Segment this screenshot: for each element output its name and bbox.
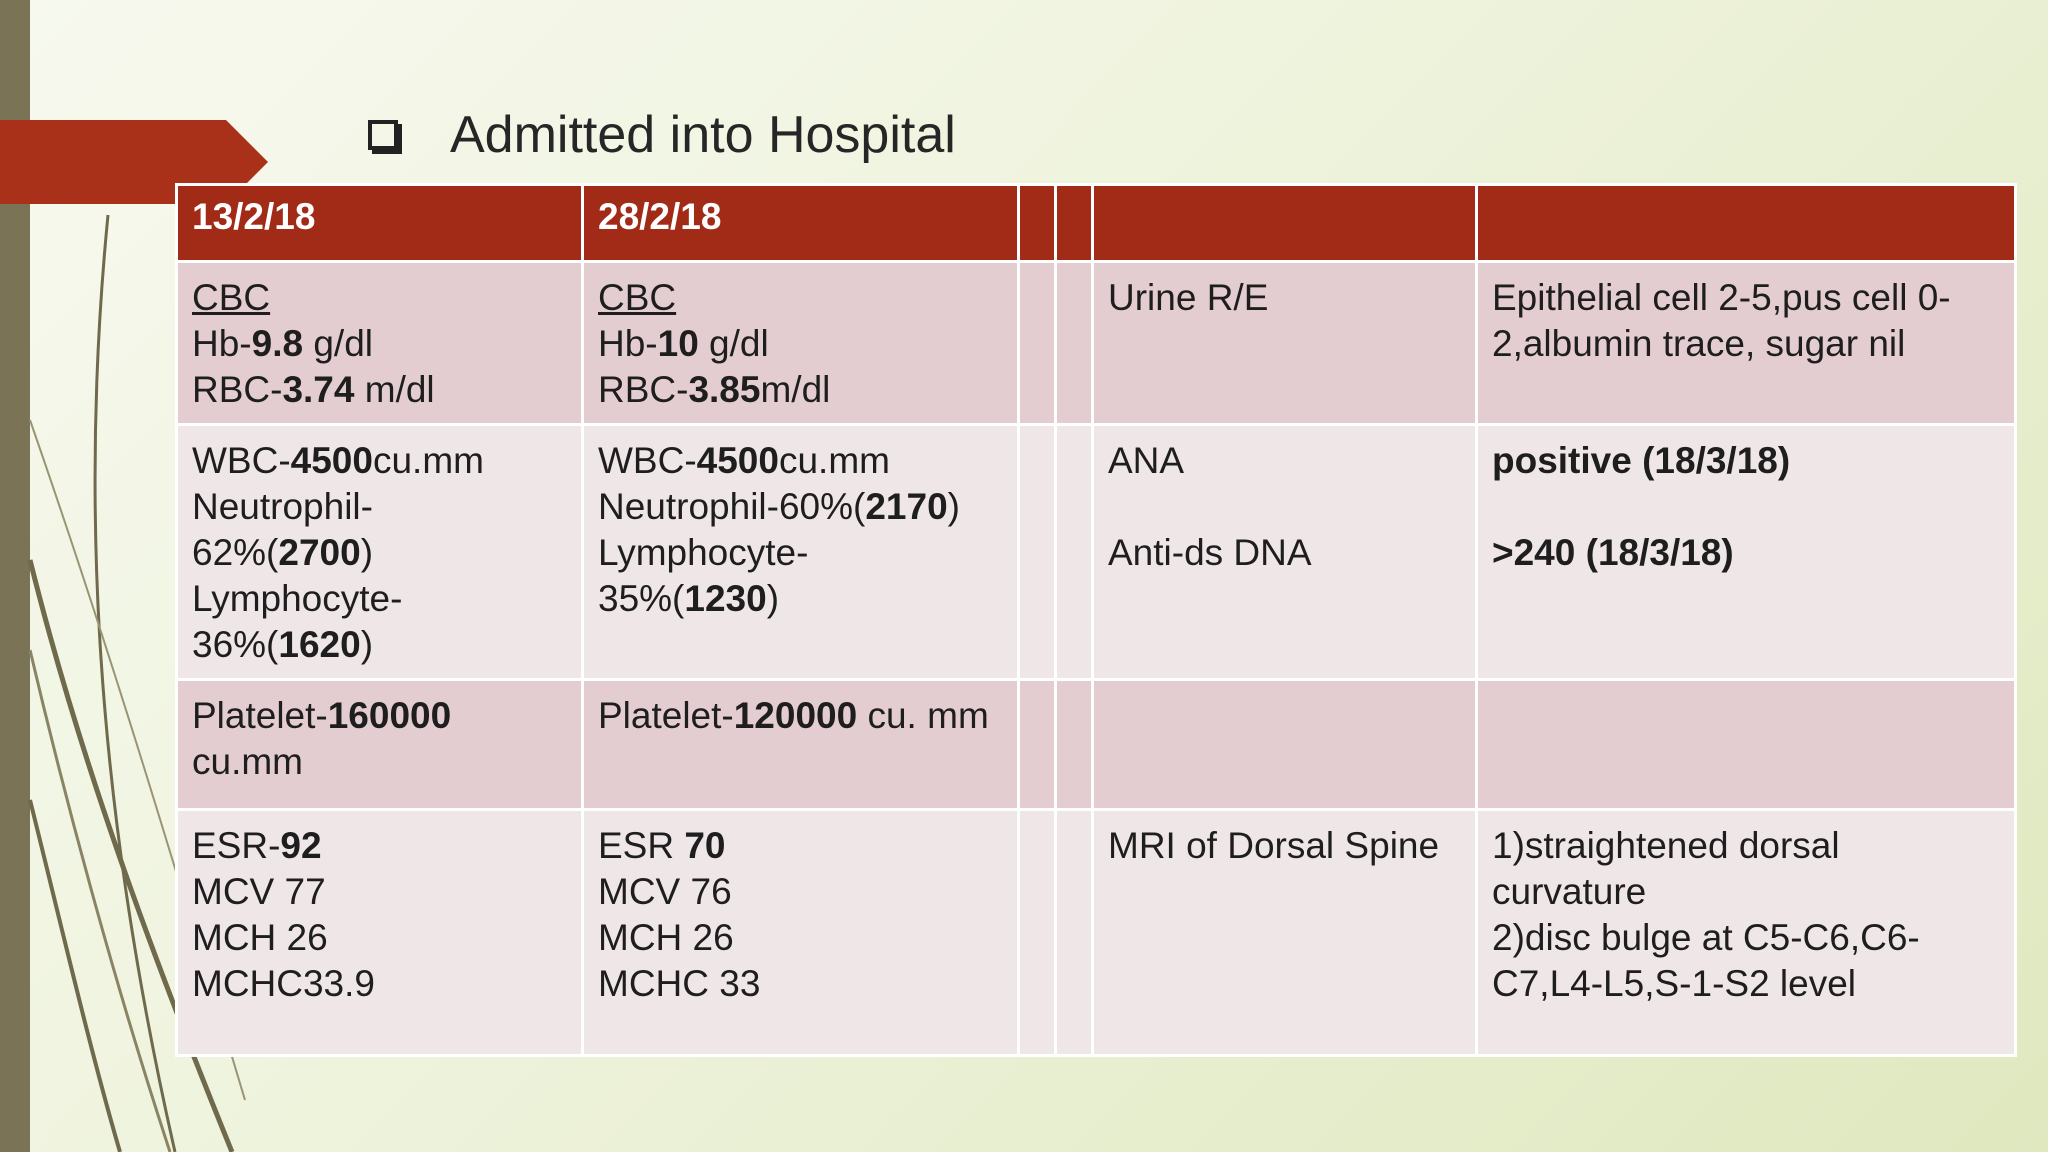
header-cell-6: [1475, 183, 2017, 263]
header-cell-4: [1054, 183, 1094, 263]
anti-ds-dna-result: >240 (18/3/18): [1492, 532, 1734, 573]
wbc-cell-2: WBC-4500cu.mm Neutrophil-60%(2170) Lymph…: [581, 423, 1020, 681]
mri-label: MRI of Dorsal Spine: [1091, 808, 1478, 1057]
wbc-cell-1: WBC-4500cu.mm Neutrophil- 62%(2700) Lymp…: [175, 423, 584, 681]
urine-test-result: Epithelial cell 2-5,pus cell 0-2,albumin…: [1475, 260, 2017, 426]
cbc-cell-2: CBC Hb-10 g/dl RBC-3.85m/dl: [581, 260, 1020, 426]
mri-finding-2: 2)disc bulge at C5-C6,C6-C7,L4-L5,S-1-S2…: [1492, 917, 1920, 1004]
platelet-cell-2: Platelet-120000 cu. mm: [581, 678, 1020, 811]
serology-results: positive (18/3/18) >240 (18/3/18): [1475, 423, 2017, 681]
header-date-1: 13/2/18: [175, 183, 584, 263]
table-row: WBC-4500cu.mm Neutrophil- 62%(2700) Lymp…: [175, 423, 2017, 681]
empty-cell: [1475, 678, 2017, 811]
empty-cell: [1054, 808, 1094, 1057]
ana-label: ANA: [1108, 440, 1185, 481]
empty-cell: [1054, 678, 1094, 811]
cbc-title: CBC: [192, 277, 271, 318]
ana-result: positive (18/3/18): [1492, 440, 1791, 481]
hb-line: Hb-10 g/dl: [598, 323, 769, 364]
slide-title: Admitted into Hospital: [450, 106, 956, 164]
lab-results-table: 13/2/18 28/2/18 CBC Hb-9.8 g/dl RBC-3.74…: [175, 183, 2017, 1057]
header-cell-3: [1017, 183, 1057, 263]
anti-ds-dna-label: Anti-ds DNA: [1108, 532, 1312, 573]
hb-line: Hb-9.8 g/dl: [192, 323, 373, 364]
urine-test-label: Urine R/E: [1091, 260, 1478, 426]
title-banner-arrow: [0, 120, 268, 204]
cbc-title: CBC: [598, 277, 677, 318]
esr-cell-2: ESR 70 MCV 76 MCH 26 MCHC 33: [581, 808, 1020, 1057]
platelet-cell-1: Platelet-160000 cu.mm: [175, 678, 584, 811]
empty-cell: [1017, 678, 1057, 811]
empty-cell: [1054, 423, 1094, 681]
esr-cell-1: ESR-92 MCV 77 MCH 26 MCHC33.9: [175, 808, 584, 1057]
decorative-grass-lines: [27, 214, 246, 1152]
header-cell-5: [1091, 183, 1478, 263]
empty-cell: [1054, 260, 1094, 426]
empty-cell: [1017, 808, 1057, 1057]
serology-labels: ANA Anti-ds DNA: [1091, 423, 1478, 681]
table-row: CBC Hb-9.8 g/dl RBC-3.74 m/dl CBC Hb-10 …: [175, 260, 2017, 426]
slide-title-row: Admitted into Hospital: [368, 103, 956, 167]
table-row: Platelet-160000 cu.mm Platelet-120000 cu…: [175, 678, 2017, 811]
table-header-row: 13/2/18 28/2/18: [175, 183, 2017, 263]
header-date-2: 28/2/18: [581, 183, 1020, 263]
empty-cell: [1017, 260, 1057, 426]
rbc-line: RBC-3.85m/dl: [598, 369, 831, 410]
rbc-line: RBC-3.74 m/dl: [192, 369, 435, 410]
empty-cell: [1091, 678, 1478, 811]
checkbox-bullet-icon: [368, 120, 398, 150]
table-row: ESR-92 MCV 77 MCH 26 MCHC33.9 ESR 70 MCV…: [175, 808, 2017, 1057]
mri-finding-1: 1)straightened dorsal curvature: [1492, 825, 1840, 912]
mri-result: 1)straightened dorsal curvature 2)disc b…: [1475, 808, 2017, 1057]
cbc-cell-1: CBC Hb-9.8 g/dl RBC-3.74 m/dl: [175, 260, 584, 426]
empty-cell: [1017, 423, 1057, 681]
